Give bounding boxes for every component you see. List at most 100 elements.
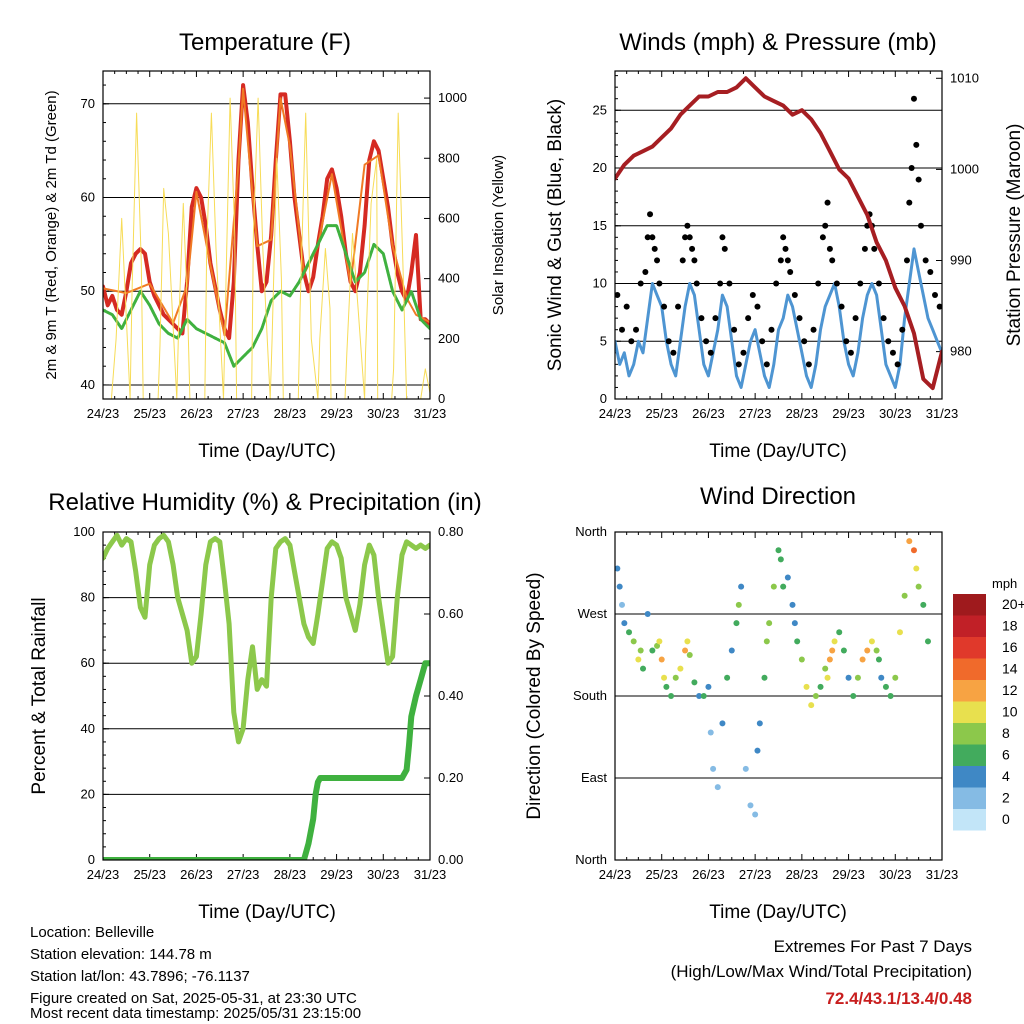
series-solar [103,97,430,399]
x-tick-label: 24/23 [87,867,120,882]
y-tick-label: 0 [88,852,95,867]
gust-point [875,280,882,287]
info-recent: Most recent data timestamp: 2025/05/31 2… [30,1005,361,1022]
temperature-panel: Temperature (F) Time (Day/UTC) 2m & 9m T (… [43,29,507,462]
y2-tick-label: 0.40 [438,688,463,703]
legend-swatch [953,701,986,723]
gust-point [931,292,938,299]
direction-point [789,601,796,608]
x-tick-label: 24/23 [599,406,632,421]
x-tick-label: 30/23 [879,406,912,421]
x-tick-label: 31/23 [926,406,959,421]
legend-label: 0 [1002,811,1010,827]
x-tick-label: 27/23 [227,867,260,882]
gust-point [838,303,845,310]
direction-point [756,720,763,727]
direction-point [892,674,899,681]
x-tick-label: 30/23 [367,867,400,882]
direction-point [661,674,668,681]
y2-tick-label: 0.00 [438,852,463,867]
y-axis-label: 2m & 9m T (Red, Orange) & 2m Td (Green) [43,90,60,379]
legend-swatch [953,658,986,680]
extremes-box: Extremes For Past 7 Days (High/Low/Max W… [671,937,972,1008]
y-axis-label: Percent & Total Rainfall [29,597,50,794]
y-tick-label: 50 [81,283,95,298]
gust-point [682,234,689,241]
direction-point [761,674,768,681]
gust-point [805,361,812,368]
speed-legend: mph 20+ 18 16 14 12 10 8 6 4 2 0 [953,576,1024,831]
y2-tick-label: 0.60 [438,606,463,621]
y-tick-label: 40 [81,377,95,392]
series-wind [615,247,942,389]
gust-point [731,326,738,333]
legend-swatch [953,680,986,702]
gust-point [726,280,733,287]
x-tick-label: 26/23 [180,867,213,882]
gust-point [679,257,686,264]
info-location: Location: Belleville [30,924,154,941]
series-t2m [103,83,430,341]
plot-frame [614,70,943,400]
y2-tick-label: 0.20 [438,770,463,785]
direction-point [637,647,644,654]
direction-point [707,729,714,736]
info-latlon: Station lat/lon: 43.7896; -76.1137 [30,968,250,985]
gust-point [927,268,934,275]
direction-point [808,702,815,709]
y-tick-label: 25 [593,102,607,117]
chart-title: Temperature (F) [179,29,351,56]
y2-tick-label: 990 [950,253,972,268]
gust-point [633,326,640,333]
gust-point [691,257,698,264]
humidity-precip-panel: Relative Humidity (%) & Precipitation (i… [29,489,482,923]
gust-point [628,338,635,345]
y-tick-label: 80 [81,590,95,605]
direction-point [868,638,875,645]
gust-point [647,211,654,218]
y-tick-label: 40 [81,721,95,736]
gust-point [637,280,644,287]
direction-point [658,656,665,663]
y2-tick-label: 400 [438,271,460,286]
direction-point [850,693,857,699]
x-tick-label: 28/23 [274,406,307,421]
gust-point [721,245,728,252]
y-tick-label: 70 [81,96,95,111]
gust-point [824,199,831,206]
extremes-values: 72.4/43.1/13.4/0.48 [825,989,972,1008]
gust-point [915,176,922,183]
gust-point [649,234,656,241]
gust-point [703,338,710,345]
gust-point [913,141,920,148]
series-rh [103,532,430,745]
gust-point [661,303,668,310]
x-axis-label: Time (Day/UTC) [709,441,847,462]
direction-point [686,652,693,658]
gust-point [857,280,864,287]
y-tick-label: 15 [593,218,607,233]
x-axis-label: Time (Day/UTC) [709,902,847,923]
x-tick-label: 28/23 [786,406,819,421]
y-tick-label: 60 [81,655,95,670]
legend-label: 18 [1002,618,1018,634]
gust-point [615,292,621,299]
gust-point [871,245,878,252]
x-tick-label: 29/23 [320,406,353,421]
x-tick-label: 25/23 [645,406,678,421]
direction-point [910,547,917,554]
direction-point [822,665,829,672]
x-tick-label: 25/23 [645,867,678,882]
x-tick-label: 31/23 [414,867,447,882]
legend-label: 12 [1002,682,1018,698]
direction-point [854,674,861,681]
legend-swatch [953,615,986,637]
direction-point [840,647,847,654]
direction-point [640,665,647,672]
y-tick-label: 60 [81,190,95,205]
gust-point [693,280,700,287]
legend-label: 6 [1002,747,1010,763]
legend-label: 4 [1002,768,1010,784]
direction-point [728,647,735,654]
y2-axis-label: Station Pressure (Maroon) [1004,124,1024,347]
